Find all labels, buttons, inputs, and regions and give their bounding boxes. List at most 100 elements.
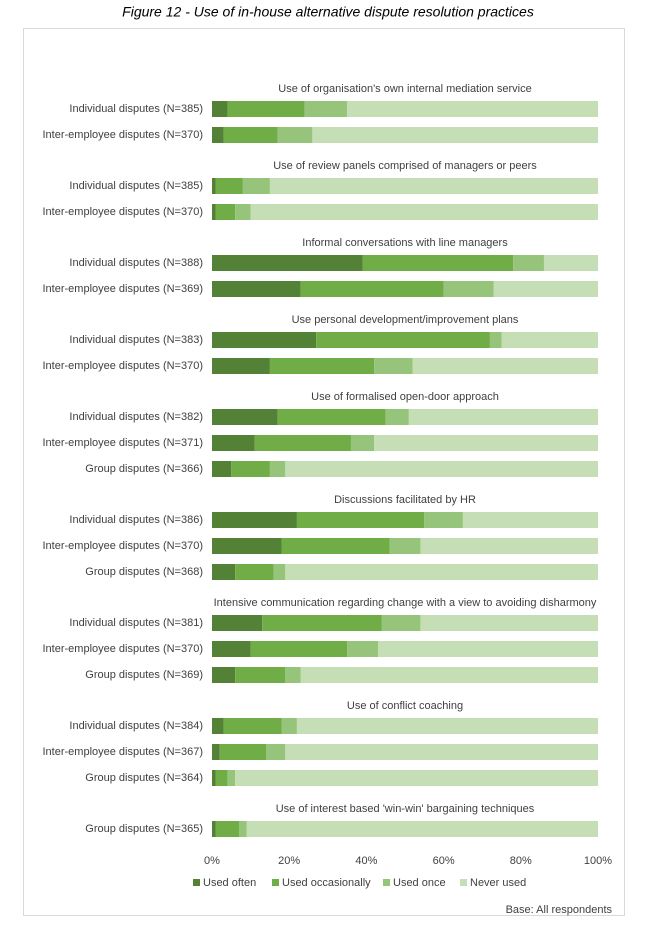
bar-segment [266,744,286,760]
row-label: Inter-employee disputes (N=367) [43,746,204,758]
group-title: Use of organisation's own internal media… [278,83,531,95]
bar-segment [212,538,282,554]
bar-segment [212,461,232,477]
chart-title: Figure 12 - Use of in-house alternative … [122,4,534,20]
bar-segment [381,615,421,631]
bar-segment [212,127,224,143]
bar-segment [212,409,278,425]
bar-segment [377,641,598,657]
row-label: Group disputes (N=364) [85,772,203,784]
bar-segment [285,744,598,760]
row-label: Individual disputes (N=385) [69,180,203,192]
bar-segment [212,435,255,451]
row-label: Inter-employee disputes (N=370) [43,206,204,218]
row-label: Individual disputes (N=386) [69,514,203,526]
bar-segment [285,667,301,683]
bar-segment [235,667,286,683]
row-label: Inter-employee disputes (N=370) [43,129,204,141]
bar-segment [212,178,216,194]
bar-segment [212,281,301,297]
bar-segment [385,409,409,425]
bar-segment [212,564,236,580]
group-title: Use personal development/improvement pla… [292,314,519,326]
legend-swatch [460,879,467,886]
bar-segment [296,512,425,528]
bar-segment [501,332,598,348]
bar-segment [212,512,297,528]
x-tick-label: 20% [278,855,300,867]
bar-segment [374,435,598,451]
bar-segment [223,127,278,143]
bar-segment [420,538,598,554]
bar-segment [215,178,243,194]
bar-segment [543,255,598,271]
bar-segment [239,821,247,837]
bar-segment [281,538,390,554]
bar-segment [277,409,386,425]
row-label: Individual disputes (N=382) [69,411,203,423]
bar-segment [212,718,224,734]
group-title: Use of interest based 'win-win' bargaini… [276,803,535,815]
x-tick-label: 100% [584,855,612,867]
bar-segment [212,358,270,374]
bar-segment [269,461,286,477]
legend-label: Used often [203,877,256,889]
bar-segment [212,204,216,220]
bar-segment [223,718,282,734]
bar-segment [347,101,598,117]
base-note: Base: All respondents [506,904,613,916]
bar-segment [235,204,251,220]
bar-segment [462,512,598,528]
bar-segment [231,461,270,477]
bar-segment [389,538,421,554]
x-tick-label: 0% [204,855,220,867]
bar-segment [212,667,236,683]
bar-segment [362,255,514,271]
legend-swatch [272,879,279,886]
bar-segment [277,127,313,143]
bar-segment [424,512,463,528]
bar-segment [219,744,267,760]
group-title: Use of conflict coaching [347,700,463,712]
bar-segment [212,821,216,837]
group-title: Use of review panels comprised of manage… [273,160,537,172]
group-title: Discussions facilitated by HR [334,494,476,506]
bar-segment [300,667,598,683]
bar-segment [254,435,351,451]
bar-segment [350,435,375,451]
row-label: Inter-employee disputes (N=370) [43,360,204,372]
bar-segment [420,615,598,631]
bar-segment [273,564,286,580]
row-label: Individual disputes (N=383) [69,334,203,346]
row-label: Inter-employee disputes (N=370) [43,643,204,655]
row-label: Group disputes (N=366) [85,463,203,475]
x-tick-label: 80% [510,855,532,867]
bar-segment [212,332,317,348]
bar-segment [374,358,413,374]
bar-segment [493,281,598,297]
legend-swatch [193,879,200,886]
bar-segment [212,744,220,760]
group-title: Informal conversations with line manager… [302,237,508,249]
bar-segment [443,281,494,297]
bar-segment [285,461,598,477]
legend-swatch [383,879,390,886]
bar-segment [489,332,502,348]
legend-label: Never used [470,877,526,889]
bar-segment [215,204,236,220]
bar-segment [212,641,251,657]
bar-segment [300,281,444,297]
legend-label: Used once [393,877,446,889]
row-label: Individual disputes (N=384) [69,720,203,732]
bar-segment [212,770,216,786]
row-label: Individual disputes (N=385) [69,103,203,115]
group-title: Use of formalised open-door approach [311,391,499,403]
row-label: Inter-employee disputes (N=369) [43,283,204,295]
bar-segment [312,127,598,143]
row-label: Inter-employee disputes (N=370) [43,540,204,552]
bar-segment [250,641,348,657]
legend-label: Used occasionally [282,877,371,889]
bar-segment [246,821,599,837]
